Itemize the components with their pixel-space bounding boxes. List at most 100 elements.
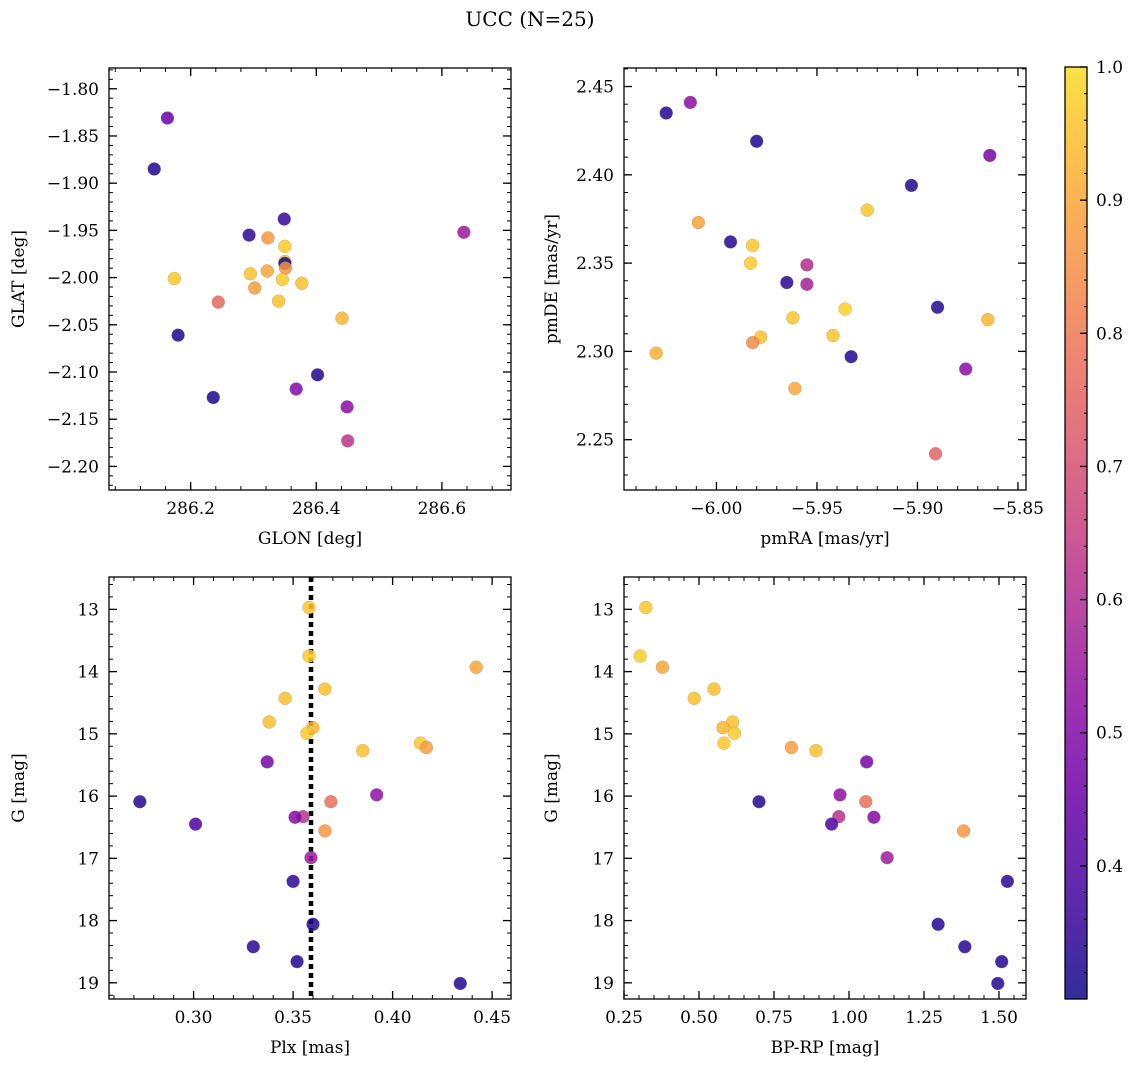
- y-tick-label: 2.25: [576, 431, 614, 451]
- data-point: [956, 824, 971, 838]
- plot-frame: [623, 576, 1027, 1000]
- panel-plx-g: 0.30 0.35 0.40 0.45 13 14 15 16 17 18 19 Plx [mas] G…: [9, 576, 512, 1058]
- data-point: [275, 272, 290, 287]
- y-tick-label: −2.15: [47, 410, 99, 430]
- data-point: [788, 381, 802, 396]
- data-point: [880, 850, 894, 865]
- data-point: [752, 794, 766, 809]
- y-tick-label: 19: [592, 974, 614, 994]
- data-point: [310, 368, 325, 382]
- y-axis-label: G [mag]: [9, 753, 29, 822]
- data-point: [786, 311, 800, 325]
- y-tick-label: −2.05: [47, 316, 99, 336]
- y-tick-label: 17: [592, 849, 614, 869]
- y-tick-label: 14: [77, 663, 99, 683]
- data-point: [318, 682, 332, 696]
- x-tick-label: 286.2: [166, 499, 215, 519]
- data-point: [649, 346, 663, 360]
- data-point: [133, 794, 147, 809]
- data-point: [302, 600, 316, 615]
- data-point: [261, 231, 275, 245]
- y-axis-label: GLAT [deg]: [9, 230, 29, 328]
- data-point: [286, 874, 300, 889]
- y-tick-label: −1.90: [47, 174, 99, 194]
- x-tick-label: 0.40: [374, 1008, 412, 1028]
- y-tick-label: 13: [77, 600, 99, 620]
- y-tick-label: 17: [77, 849, 99, 869]
- major-ticks: [109, 577, 511, 999]
- data-point: [206, 390, 221, 405]
- data-point: [844, 349, 858, 364]
- y-tick-label: −1.80: [47, 80, 99, 100]
- y-tick-label: 2.45: [576, 78, 614, 98]
- data-point: [260, 264, 275, 278]
- data-point: [800, 277, 814, 292]
- data-point: [288, 810, 302, 825]
- data-point: [691, 215, 706, 230]
- data-point: [290, 954, 304, 969]
- data-point: [289, 382, 303, 396]
- data-point: [340, 400, 354, 414]
- data-point: [655, 660, 670, 675]
- figure-title: UCC (N=25): [465, 7, 594, 31]
- x-tick-label: −5.85: [992, 499, 1044, 519]
- panel-pmra-pmde: −6.00 −5.95 −5.90 −5.85 2.25 2.30 2.35 2.40 2.45…: [542, 67, 1044, 549]
- data-point: [859, 794, 873, 809]
- data-point: [171, 328, 185, 342]
- x-tick-label: −5.90: [891, 499, 943, 519]
- panel-glon-glat: 286.2 286.4 286.6 −2.20 −2.15 −2.10 −2.05 −2.00…: [9, 67, 512, 549]
- data-point: [160, 111, 175, 125]
- major-ticks: [623, 577, 1026, 999]
- data-point: [983, 148, 997, 163]
- data-point: [1000, 874, 1015, 889]
- x-tick-label: 286.4: [292, 499, 341, 519]
- data-point: [745, 238, 760, 253]
- y-tick-label: 2.35: [576, 254, 614, 274]
- x-tick-label: −6.00: [690, 499, 742, 519]
- data-point: [743, 256, 758, 270]
- minor-ticks: [109, 68, 511, 490]
- data-point: [928, 447, 943, 461]
- data-point: [469, 660, 483, 675]
- data-point: [838, 302, 852, 316]
- colorbar-tick-label: 0.5: [1096, 724, 1123, 744]
- minor-ticks: [624, 68, 1026, 490]
- data-point: [271, 294, 286, 308]
- y-tick-label: 16: [592, 787, 614, 807]
- scatter-points: [649, 95, 997, 461]
- y-tick-label: −2.20: [47, 457, 99, 477]
- y-tick-label: 18: [77, 912, 99, 932]
- data-point: [243, 267, 258, 281]
- data-point: [749, 134, 764, 149]
- y-tick-label: 2.40: [576, 166, 614, 186]
- colorbar-tick-label: 1.0: [1096, 58, 1123, 78]
- x-axis-label: GLON [deg]: [258, 529, 362, 549]
- x-tick-label: 0.25: [605, 1008, 643, 1028]
- plot-frame: [623, 67, 1027, 491]
- data-point: [930, 300, 945, 315]
- y-tick-label: −2.00: [47, 269, 99, 289]
- colorbar-tick-label: 0.9: [1096, 191, 1123, 211]
- y-tick-label: 15: [77, 725, 99, 745]
- scatter-points: [147, 111, 471, 448]
- data-point: [994, 954, 1009, 969]
- y-tick-label: −2.10: [47, 363, 99, 383]
- data-point: [242, 228, 256, 242]
- data-point: [278, 239, 292, 254]
- data-point: [904, 178, 919, 193]
- data-point: [780, 275, 794, 290]
- data-point: [958, 939, 972, 954]
- data-point: [260, 755, 274, 769]
- data-point: [318, 824, 332, 838]
- data-point: [800, 258, 814, 272]
- colorbar-frame: [1064, 66, 1088, 1000]
- data-point: [958, 362, 973, 376]
- data-point: [306, 917, 320, 932]
- data-point: [302, 649, 316, 663]
- data-point: [295, 276, 309, 290]
- x-tick-label: 0.75: [755, 1008, 793, 1028]
- major-ticks: [109, 68, 511, 490]
- data-point: [639, 600, 653, 615]
- data-point: [784, 740, 799, 755]
